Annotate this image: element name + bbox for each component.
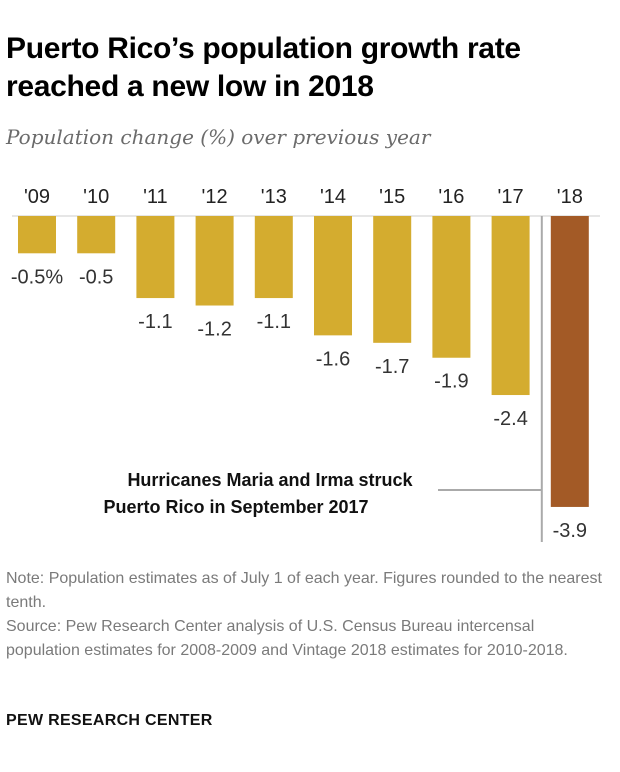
bar xyxy=(491,216,530,396)
footnotes: Note: Population estimates as of July 1 … xyxy=(6,567,611,663)
annotation-line-2: Puerto Rico in September 2017 xyxy=(103,497,368,517)
x-tick-label: '10 xyxy=(83,186,109,208)
note-text: Note: Population estimates as of July 1 … xyxy=(6,570,602,611)
annotation-line-1: Hurricanes Maria and Irma struck xyxy=(127,470,413,490)
source-text: Source: Pew Research Center analysis of … xyxy=(6,618,568,659)
x-tick-label: '13 xyxy=(261,186,287,208)
x-tick-label: '09 xyxy=(24,186,50,208)
data-label: -0.5 xyxy=(79,266,113,288)
bar-chart: '09 -0.5% '10 -0.5 '11 -1.1 '12 -1.2 '13 -1.1 '14 -… xyxy=(11,186,600,542)
data-label: -0.5% xyxy=(11,266,63,288)
chart-subtitle: Population change (%) over previous year xyxy=(6,125,431,149)
x-tick-label: '17 xyxy=(498,186,524,208)
bar xyxy=(550,216,589,507)
bar xyxy=(136,216,175,299)
x-tick-label: '15 xyxy=(379,186,405,208)
data-label: -1.1 xyxy=(138,311,172,333)
bar xyxy=(314,216,352,336)
data-label: -1.2 xyxy=(197,319,231,341)
x-tick-label: '18 xyxy=(557,186,583,208)
data-label: -1.7 xyxy=(375,356,409,378)
x-tick-label: '14 xyxy=(320,186,346,208)
data-label: -2.4 xyxy=(493,408,527,430)
data-label: -1.1 xyxy=(257,311,291,333)
data-label: -1.6 xyxy=(316,348,350,370)
pew-brand: PEW RESEARCH CENTER xyxy=(6,712,213,729)
x-tick-label: '12 xyxy=(202,186,228,208)
bar xyxy=(373,216,412,343)
x-tick-label: '11 xyxy=(143,186,168,208)
data-label: -1.9 xyxy=(434,371,468,393)
x-tick-label: '16 xyxy=(438,186,464,208)
bar xyxy=(77,216,116,254)
bar xyxy=(195,216,234,306)
bar xyxy=(432,216,471,358)
bar xyxy=(254,216,293,299)
data-label: -3.9 xyxy=(553,520,587,542)
chart-title: Puerto Rico’s population growth rate rea… xyxy=(6,32,521,103)
bar xyxy=(18,216,56,254)
